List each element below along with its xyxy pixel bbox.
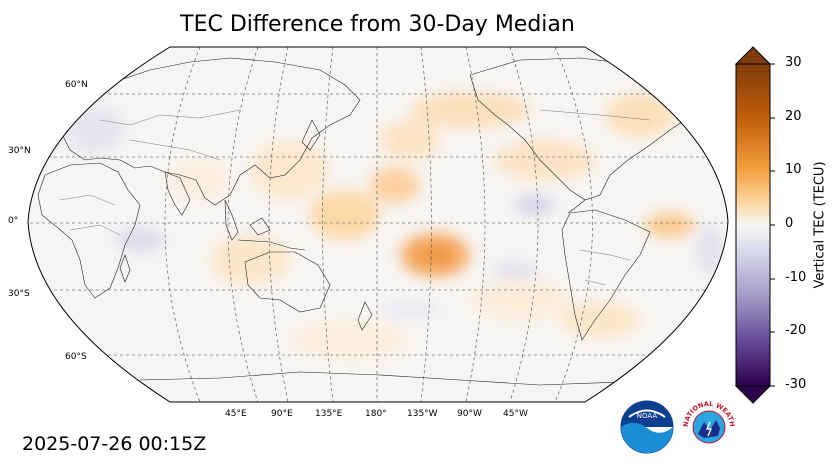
lat-label-30n: 30°N — [8, 146, 31, 156]
tec-anomaly-field — [65, 92, 725, 360]
lon-label-135e: 135°E — [315, 409, 343, 419]
country-borders — [59, 109, 651, 286]
colorbar-tick-label: 30 — [785, 55, 802, 70]
lon-label-90w: 90°W — [457, 409, 482, 419]
lat-label-0: 0° — [8, 216, 19, 226]
noaa-logo: NOAA — [620, 400, 674, 454]
colorbar-gradient — [735, 63, 771, 387]
graticule — [28, 47, 728, 402]
colorbar-tick-label: -20 — [785, 323, 807, 338]
lon-label-90e: 90°E — [271, 409, 293, 419]
colorbar-tick-label: -30 — [785, 377, 807, 392]
colorbar-tick-label: 0 — [785, 216, 794, 231]
colorbar-tick-label: 10 — [785, 162, 802, 177]
nws-logo: NATIONAL WEATHER SERVICE — [680, 398, 736, 454]
lon-label-135w: 135°W — [407, 409, 438, 419]
lon-label-45e: 45°E — [225, 409, 247, 419]
lon-label-180: 180° — [365, 409, 387, 419]
lat-label-60n: 60°N — [65, 80, 88, 90]
colorbar-tick-label: 20 — [785, 109, 802, 124]
colorbar-tick-label: -10 — [785, 270, 807, 285]
timestamp: 2025-07-26 00:15Z — [22, 433, 207, 455]
lat-label-60s: 60°S — [65, 352, 87, 362]
map-outline — [27, 46, 729, 403]
svg-text:NOAA: NOAA — [637, 412, 658, 420]
colorbar-label: Vertical TEC (TECU) — [812, 161, 828, 289]
chart-title: TEC Difference from 30-Day Median — [180, 12, 575, 37]
colorbar-extend-min — [734, 385, 772, 404]
lat-label-30s: 30°S — [8, 289, 30, 299]
colorbar-extend-max — [734, 46, 772, 65]
lon-label-45w: 45°W — [503, 409, 528, 419]
colorbar-ticks — [770, 63, 775, 387]
